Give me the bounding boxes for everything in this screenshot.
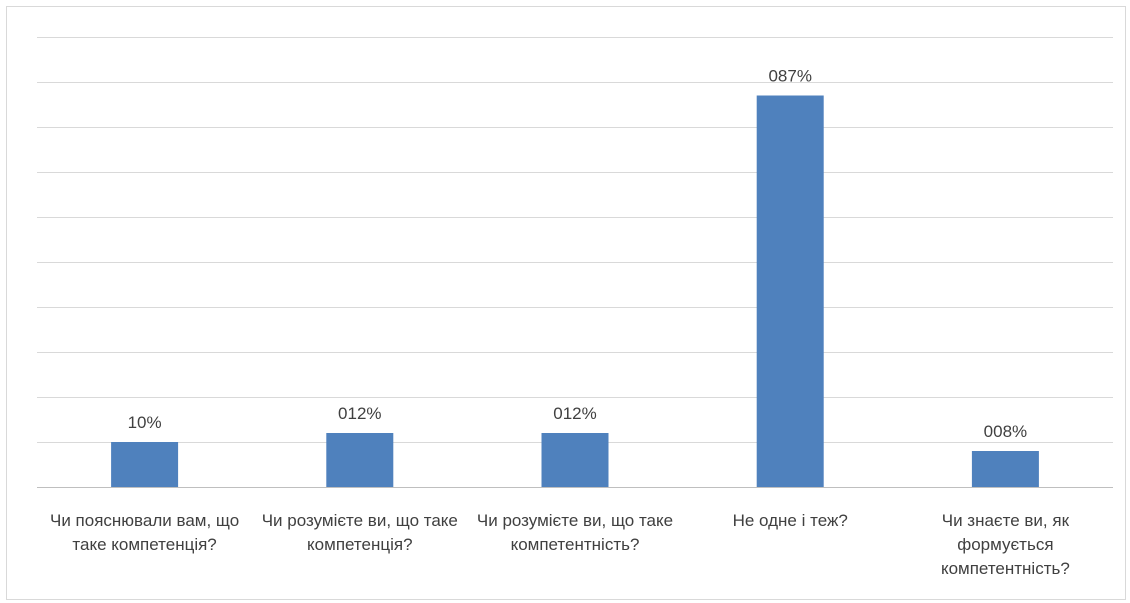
category-label-2: Чи розумієте ви, що таке компетенція? [261, 511, 458, 554]
bars [111, 95, 1039, 487]
data-label-5: 008% [984, 422, 1027, 441]
category-label-4: Не одне і теж? [732, 511, 848, 530]
data-label-1: 10% [128, 413, 162, 432]
bar-2 [326, 433, 394, 487]
bar-1 [111, 442, 179, 487]
bar-chart: 10% 012% 012% 087% 008% [37, 37, 1113, 488]
category-label-5: Чи знаєте ви, як формується компетентніс… [940, 511, 1070, 578]
category-label-1: Чи пояснювали вам, що таке компетенція? [50, 511, 240, 554]
gridlines [37, 37, 1113, 488]
data-label-3: 012% [553, 404, 596, 423]
data-label-2: 012% [338, 404, 381, 423]
data-label-4: 087% [768, 67, 811, 86]
bar-3 [541, 433, 609, 487]
bar-5 [971, 451, 1039, 487]
data-labels: 10% 012% 012% 087% 008% [128, 67, 1028, 442]
category-label-3: Чи розумієте ви, що таке компетентність? [476, 511, 674, 554]
bar-4 [756, 95, 824, 487]
chart-frame: 10% 012% 012% 087% 008% Чи пояснювали вам, щ… [6, 6, 1126, 600]
